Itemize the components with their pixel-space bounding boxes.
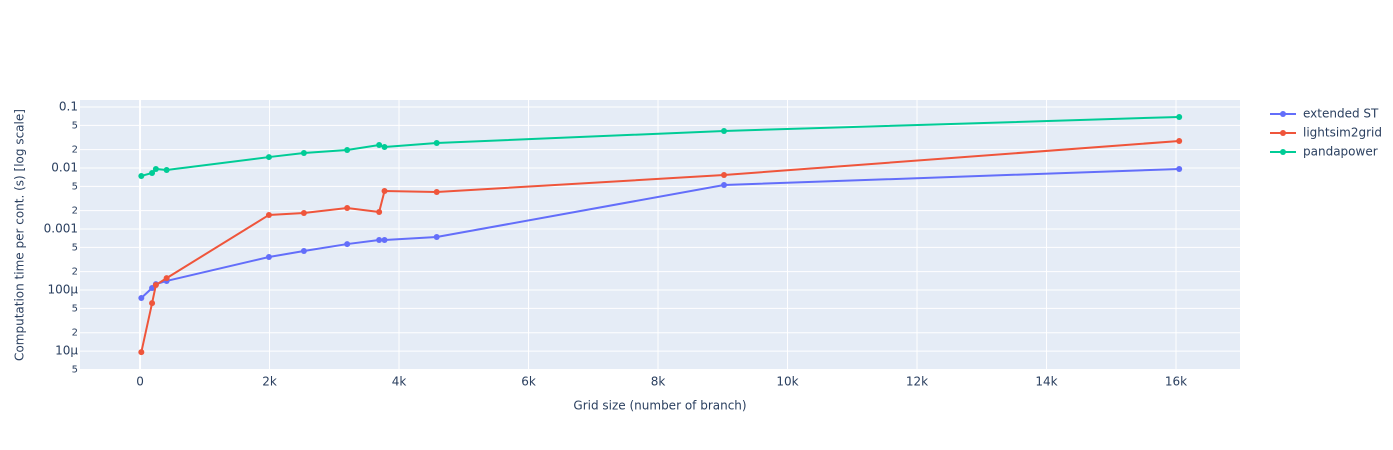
data-point xyxy=(138,172,145,179)
data-point xyxy=(300,150,307,157)
data-point xyxy=(1176,165,1183,172)
y-tick-label: 2 xyxy=(72,206,78,217)
y-tick-label: 2 xyxy=(72,328,78,339)
x-tick-label: 8k xyxy=(651,375,666,389)
x-axis-title: Grid size (number of branch) xyxy=(573,399,746,413)
legend-label: lightsim2grid xyxy=(1303,126,1382,140)
legend-marker xyxy=(1280,111,1286,117)
data-point xyxy=(721,172,728,179)
y-axis-title: Computation time per cont. (s) [log scal… xyxy=(13,109,27,361)
y-tick-label: 0.001 xyxy=(44,222,78,236)
legend-marker xyxy=(1280,149,1286,155)
data-point xyxy=(433,189,440,196)
y-tick-label: 2 xyxy=(72,145,78,156)
data-point xyxy=(381,187,388,194)
data-point xyxy=(344,205,351,212)
y-tick-label: 2 xyxy=(72,267,78,278)
x-tick-label: 0 xyxy=(136,375,144,389)
data-point xyxy=(149,300,156,307)
x-tick-label: 16k xyxy=(1165,375,1187,389)
x-tick-label: 10k xyxy=(776,375,798,389)
data-point xyxy=(138,295,145,302)
data-point xyxy=(721,127,728,134)
data-point xyxy=(1176,113,1183,120)
y-tick-label: 5 xyxy=(72,181,78,192)
x-tick-label: 14k xyxy=(1035,375,1057,389)
grid xyxy=(80,100,1240,370)
y-tick-label: 5 xyxy=(72,364,78,375)
data-point xyxy=(1176,137,1183,144)
plot-area xyxy=(80,100,1240,370)
y-tick-label: 5 xyxy=(72,120,78,131)
data-point xyxy=(344,241,351,248)
data-point xyxy=(376,237,383,244)
legend-label: extended ST xyxy=(1303,107,1379,121)
x-tick-label: 4k xyxy=(392,375,407,389)
x-tick-label: 12k xyxy=(906,375,928,389)
legend-marker xyxy=(1280,130,1286,136)
data-point xyxy=(721,182,728,189)
data-point xyxy=(376,209,383,216)
data-point xyxy=(433,139,440,146)
data-point xyxy=(344,147,351,154)
data-point xyxy=(149,169,156,176)
data-point xyxy=(381,237,388,244)
data-point xyxy=(265,211,272,218)
data-point xyxy=(163,166,170,173)
x-tick-label: 2k xyxy=(262,375,277,389)
data-point xyxy=(300,248,307,255)
y-tick-label: 0.01 xyxy=(51,160,78,174)
data-point xyxy=(433,234,440,241)
x-tick-label: 6k xyxy=(521,375,536,389)
y-tick-label: 100µ xyxy=(47,283,78,297)
data-point xyxy=(376,142,383,149)
y-tick-label: 0.1 xyxy=(59,99,78,113)
data-point xyxy=(265,254,272,261)
data-point xyxy=(152,282,159,289)
y-tick-label: 5 xyxy=(72,303,78,314)
y-tick-label: 5 xyxy=(72,242,78,253)
legend-label: pandapower xyxy=(1303,145,1378,159)
data-point xyxy=(163,275,170,282)
data-point xyxy=(300,210,307,217)
data-point xyxy=(152,165,159,172)
data-point xyxy=(138,349,145,356)
data-point xyxy=(265,154,272,161)
data-point xyxy=(381,143,388,150)
y-tick-label: 10µ xyxy=(55,344,78,358)
series-line xyxy=(140,139,1180,353)
